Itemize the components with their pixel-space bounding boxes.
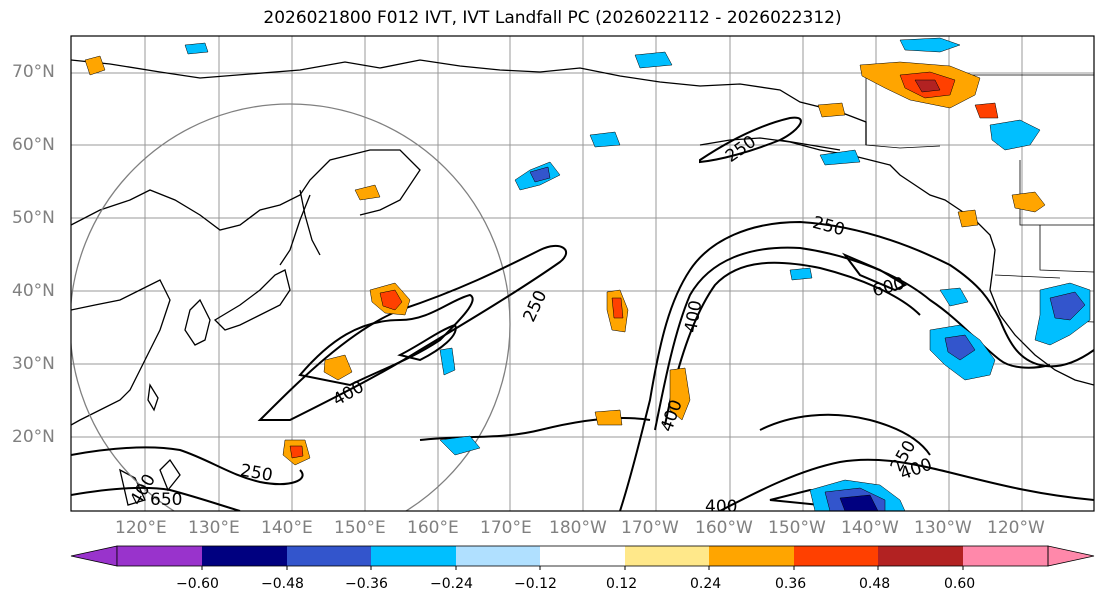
colorbar-segment (794, 546, 878, 566)
colorbar-segment (117, 546, 202, 566)
coastlines (71, 59, 1094, 506)
colorbar-tick-label: 0.24 (690, 576, 722, 592)
colorbar-segment (287, 546, 371, 566)
gridlines (71, 36, 1094, 511)
map-frame (70, 35, 1095, 512)
map-title: 2026021800 F012 IVT, IVT Landfall PC (20… (263, 8, 842, 28)
lon-label: 130°W (914, 518, 972, 538)
lon-label: 130°E (188, 518, 240, 538)
colorbar-tick-label: −0.24 (430, 576, 473, 592)
colorbar-tick-label: 0.60 (944, 576, 976, 592)
colorbar-segment (963, 546, 1048, 566)
contour-label: 250 (239, 461, 274, 486)
lon-label: 170°E (480, 518, 532, 538)
lon-label: 140°W (841, 518, 899, 538)
colorbar-segment (540, 546, 625, 566)
contour-labels: 250 250 250 250 250 400 400 400 400 400 … (126, 132, 934, 517)
lon-label: 170°W (621, 518, 679, 538)
colorbar (70, 545, 1095, 570)
contour-label: 400 (705, 497, 737, 517)
colorbar-frame (116, 545, 1049, 567)
colorbar-segment (202, 546, 287, 566)
colorbar-tick-label: −0.48 (261, 576, 304, 592)
lat-label: 40°N (12, 281, 55, 301)
colorbar-tick-label: 0.48 (859, 576, 891, 592)
colorbar-tick-label: −0.36 (345, 576, 388, 592)
pc-shading (84, 37, 1091, 511)
colorbar-tick-label: −0.12 (514, 576, 557, 592)
colorbar-extend-min (70, 545, 118, 567)
colorbar-segment (709, 546, 794, 566)
lon-label: 180°W (549, 518, 607, 538)
lat-label: 60°N (12, 135, 55, 155)
lat-label: 70°N (12, 62, 55, 82)
contour-label: 650 (150, 490, 182, 510)
lon-label: 120°E (115, 518, 167, 538)
contour-label: 250 (722, 132, 760, 167)
colorbar-segment (625, 546, 709, 566)
colorbar-segment (456, 546, 540, 566)
lon-label: 160°W (695, 518, 753, 538)
colorbar-segment (371, 546, 456, 566)
lon-label: 120°W (987, 518, 1045, 538)
lon-label: 160°E (407, 518, 459, 538)
lat-label: 50°N (12, 208, 55, 228)
lat-label: 20°N (12, 427, 55, 447)
contour-label: 400 (681, 299, 706, 334)
contour-label: 250 (520, 287, 552, 325)
lat-label: 30°N (12, 354, 55, 374)
colorbar-segment (878, 546, 963, 566)
colorbar-tick-label: −0.60 (176, 576, 219, 592)
region-circle (71, 103, 511, 511)
lon-label: 150°W (768, 518, 826, 538)
colorbar-tick-label: 0.36 (775, 576, 807, 592)
colorbar-tick-label: 0.12 (606, 576, 638, 592)
lon-label: 150°E (334, 518, 386, 538)
lon-label: 140°E (261, 518, 313, 538)
contour-label: 250 (810, 213, 847, 241)
colorbar-extend-max (1047, 545, 1095, 567)
